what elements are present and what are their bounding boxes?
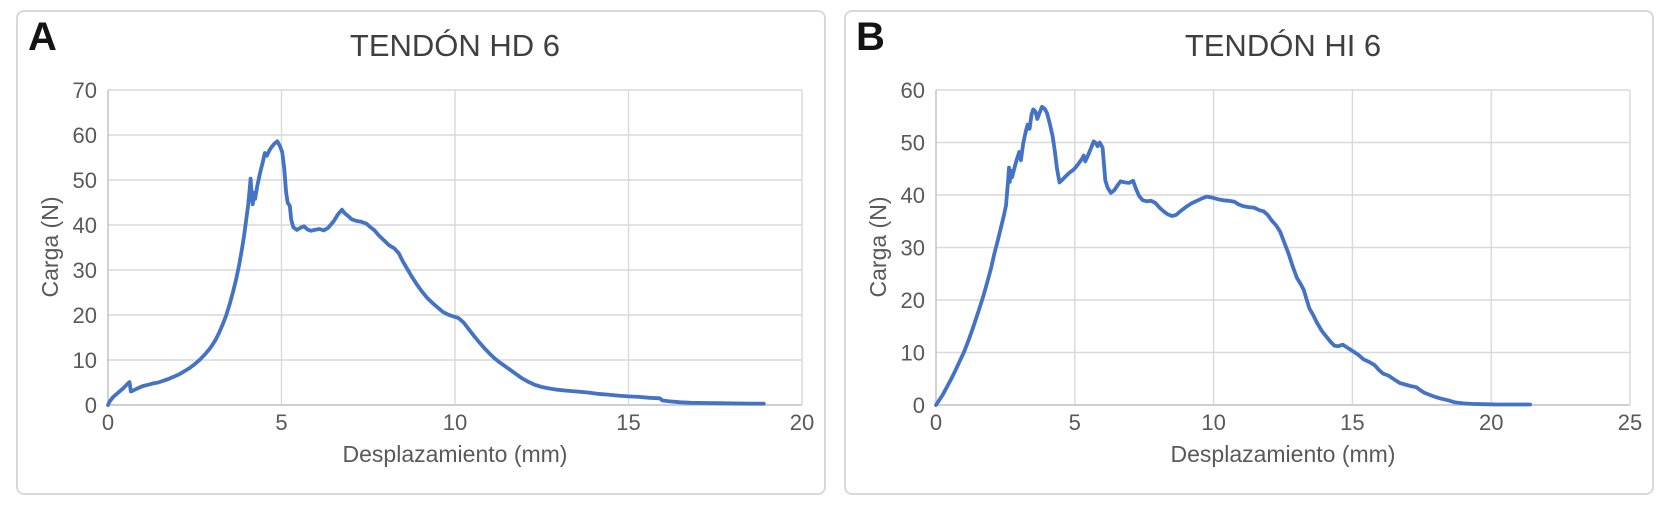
x-tick-labels: 0 5 10 15 20 25 — [930, 410, 1642, 435]
panel-label-a: A — [28, 15, 57, 59]
y-tick-label: 60 — [901, 78, 925, 103]
series-line — [934, 104, 1532, 407]
x-tick-label: 5 — [1069, 410, 1081, 435]
y-tick-label: 50 — [901, 131, 925, 156]
y-tick-label: 0 — [85, 393, 97, 418]
x-tick-label: 0 — [930, 410, 942, 435]
x-tick-label: 20 — [1479, 410, 1503, 435]
y-tick-label: 20 — [73, 303, 97, 328]
y-tick-label: 30 — [901, 236, 925, 261]
y-tick-label: 50 — [73, 168, 97, 193]
x-tick-label: 10 — [1201, 410, 1225, 435]
y-tick-label: 40 — [73, 213, 97, 238]
y-tick-label: 70 — [73, 78, 97, 103]
y-tick-label: 60 — [73, 123, 97, 148]
y-tick-label: 10 — [73, 348, 97, 373]
y-tick-labels: 0 10 20 30 40 50 60 70 — [73, 78, 97, 418]
chart-title-a: TENDÓN HD 6 — [350, 28, 560, 63]
chart-a-svg: 0 5 10 15 20 0 10 20 30 40 50 60 70 A TENDÓN HD 6 D… — [28, 15, 814, 467]
x-axis-title-a: Desplazamiento (mm) — [343, 441, 568, 467]
y-axis-title-a: Carga (N) — [37, 197, 63, 298]
x-tick-labels: 0 5 10 15 20 — [102, 410, 814, 435]
y-tick-label: 30 — [73, 258, 97, 283]
y-tick-label: 40 — [901, 183, 925, 208]
series-line — [106, 139, 766, 407]
x-tick-label: 5 — [275, 410, 287, 435]
x-tick-label: 0 — [102, 410, 114, 435]
chart-b-svg: 0 5 10 15 20 25 0 10 20 30 40 50 60 B TENDÓN HI 6 D… — [856, 15, 1642, 467]
x-tick-label: 15 — [1340, 410, 1364, 435]
panel-label-b: B — [856, 15, 885, 59]
chart-title-b: TENDÓN HI 6 — [1185, 28, 1381, 63]
grid-layer — [107, 89, 803, 406]
y-tick-label: 10 — [901, 341, 925, 366]
x-tick-label: 20 — [790, 410, 814, 435]
x-tick-label: 10 — [443, 410, 467, 435]
y-tick-label: 0 — [913, 393, 925, 418]
panel-a: 0 5 10 15 20 0 10 20 30 40 50 60 70 A TENDÓN HD 6 D… — [16, 10, 826, 495]
x-tick-label: 15 — [616, 410, 640, 435]
grid-layer — [935, 89, 1631, 406]
series-layer — [106, 139, 766, 407]
x-tick-label: 25 — [1618, 410, 1642, 435]
series-layer — [934, 104, 1532, 407]
x-axis-title-b: Desplazamiento (mm) — [1171, 441, 1396, 467]
panel-b: 0 5 10 15 20 25 0 10 20 30 40 50 60 B TENDÓN HI 6 D… — [844, 10, 1654, 495]
y-tick-labels: 0 10 20 30 40 50 60 — [901, 78, 925, 418]
y-axis-title-b: Carga (N) — [865, 197, 891, 298]
y-tick-label: 20 — [901, 288, 925, 313]
